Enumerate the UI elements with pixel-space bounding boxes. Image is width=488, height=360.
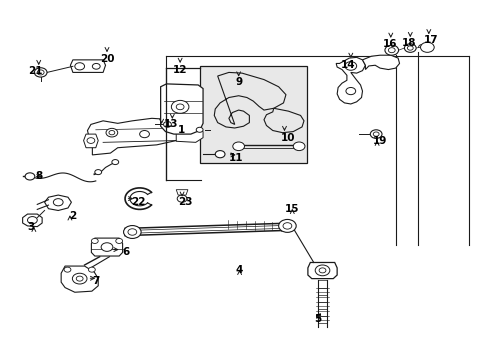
Circle shape bbox=[232, 142, 244, 150]
Polygon shape bbox=[91, 238, 122, 256]
Text: 17: 17 bbox=[423, 35, 437, 45]
Text: 15: 15 bbox=[285, 204, 299, 215]
Circle shape bbox=[315, 265, 329, 276]
Circle shape bbox=[176, 104, 183, 110]
Text: 19: 19 bbox=[372, 136, 386, 146]
Polygon shape bbox=[83, 134, 98, 148]
Text: 3: 3 bbox=[27, 222, 35, 232]
Text: 6: 6 bbox=[122, 247, 130, 257]
Circle shape bbox=[344, 62, 356, 70]
Circle shape bbox=[34, 68, 47, 77]
Text: 5: 5 bbox=[313, 314, 321, 324]
Circle shape bbox=[407, 46, 412, 50]
Circle shape bbox=[404, 44, 415, 52]
Bar bbox=[199, 66, 306, 163]
Circle shape bbox=[101, 243, 113, 251]
Circle shape bbox=[53, 199, 63, 206]
Circle shape bbox=[345, 87, 355, 95]
Polygon shape bbox=[362, 55, 399, 69]
Circle shape bbox=[116, 238, 122, 243]
Text: 4: 4 bbox=[235, 265, 243, 275]
Text: 20: 20 bbox=[100, 54, 114, 64]
Polygon shape bbox=[176, 126, 203, 142]
Polygon shape bbox=[264, 108, 304, 133]
Text: 10: 10 bbox=[281, 133, 295, 143]
Text: 14: 14 bbox=[340, 59, 354, 69]
Circle shape bbox=[64, 267, 71, 272]
Circle shape bbox=[293, 142, 305, 150]
Circle shape bbox=[177, 195, 186, 202]
Polygon shape bbox=[22, 214, 42, 226]
Text: 13: 13 bbox=[164, 120, 178, 129]
Circle shape bbox=[387, 48, 394, 53]
Circle shape bbox=[106, 129, 118, 137]
Circle shape bbox=[95, 170, 102, 175]
Circle shape bbox=[171, 100, 188, 113]
Circle shape bbox=[112, 159, 119, 165]
Text: 21: 21 bbox=[28, 66, 43, 76]
Circle shape bbox=[384, 45, 398, 55]
Polygon shape bbox=[214, 72, 285, 128]
Text: 9: 9 bbox=[235, 77, 242, 87]
Polygon shape bbox=[335, 57, 365, 104]
Circle shape bbox=[88, 267, 95, 272]
Text: 2: 2 bbox=[69, 211, 76, 221]
Text: 12: 12 bbox=[173, 64, 187, 75]
Circle shape bbox=[420, 42, 433, 52]
Circle shape bbox=[109, 131, 115, 135]
Polygon shape bbox=[44, 195, 71, 211]
Polygon shape bbox=[61, 266, 98, 292]
Polygon shape bbox=[70, 60, 105, 72]
Circle shape bbox=[76, 276, 83, 281]
Polygon shape bbox=[87, 118, 185, 155]
Circle shape bbox=[37, 70, 44, 75]
Circle shape bbox=[87, 138, 95, 143]
Text: 16: 16 bbox=[382, 40, 396, 49]
Text: 1: 1 bbox=[177, 125, 184, 135]
Circle shape bbox=[215, 150, 224, 158]
Circle shape bbox=[92, 63, 100, 69]
Circle shape bbox=[91, 238, 98, 243]
Circle shape bbox=[140, 131, 149, 138]
Circle shape bbox=[283, 223, 291, 229]
Circle shape bbox=[278, 220, 296, 232]
Circle shape bbox=[372, 132, 378, 136]
Polygon shape bbox=[176, 190, 187, 195]
Text: 23: 23 bbox=[178, 197, 192, 207]
Circle shape bbox=[369, 130, 381, 138]
Text: 11: 11 bbox=[228, 153, 243, 163]
Text: 22: 22 bbox=[131, 197, 145, 207]
Circle shape bbox=[27, 217, 37, 224]
Text: 18: 18 bbox=[401, 38, 416, 48]
Circle shape bbox=[128, 229, 137, 235]
Circle shape bbox=[75, 63, 84, 70]
Text: 7: 7 bbox=[92, 276, 99, 286]
Circle shape bbox=[319, 268, 325, 273]
Text: 8: 8 bbox=[35, 171, 42, 181]
Circle shape bbox=[163, 122, 171, 127]
Polygon shape bbox=[160, 84, 203, 134]
Circle shape bbox=[196, 127, 203, 132]
Circle shape bbox=[25, 173, 35, 180]
Circle shape bbox=[72, 273, 87, 284]
Polygon shape bbox=[307, 262, 336, 279]
Circle shape bbox=[123, 226, 141, 238]
